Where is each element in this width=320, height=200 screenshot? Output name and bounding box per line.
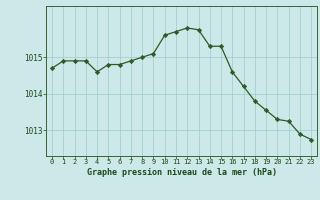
X-axis label: Graphe pression niveau de la mer (hPa): Graphe pression niveau de la mer (hPa) bbox=[87, 168, 276, 177]
